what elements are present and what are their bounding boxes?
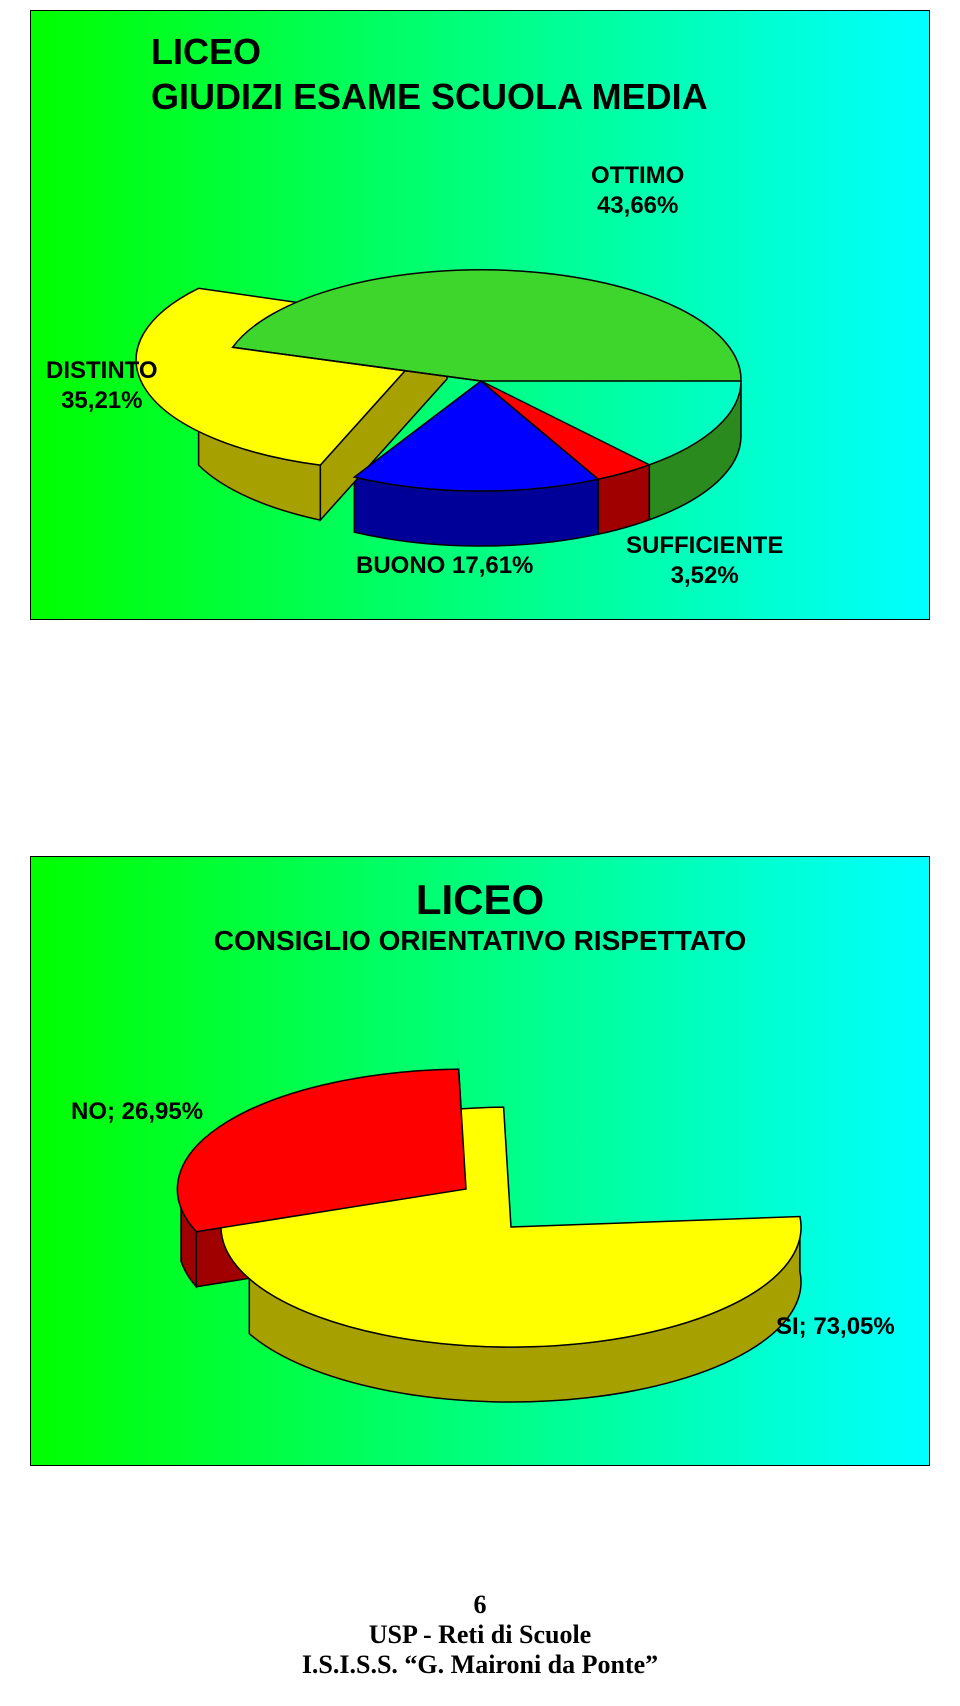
- chart-1-pie: [31, 11, 931, 621]
- page-number: 6: [0, 1590, 960, 1620]
- chart-1-panel: LICEO GIUDIZI ESAME SCUOLA MEDIA OTTIMO …: [30, 10, 930, 620]
- footer-line-2: I.S.I.S.S. “G. Maironi da Ponte”: [0, 1650, 960, 1680]
- ottimo-name: OTTIMO: [591, 162, 684, 189]
- chart-1-label-sufficiente: SUFFICIENTE 3,52%: [626, 531, 783, 591]
- buono-lbl: BUONO 17,61%: [356, 552, 533, 579]
- no-lbl: NO; 26,95%: [71, 1098, 203, 1125]
- chart-2-pie: [31, 857, 931, 1467]
- chart-2-label-si: SI; 73,05%: [776, 1312, 895, 1342]
- suff-name: SUFFICIENTE: [626, 532, 783, 559]
- chart-2-panel: LICEO CONSIGLIO ORIENTATIVO RISPETTATO N…: [30, 856, 930, 1466]
- distinto-name: DISTINTO: [46, 357, 158, 384]
- chart-2-label-no: NO; 26,95%: [71, 1097, 203, 1127]
- suff-pct: 3,52%: [671, 562, 739, 589]
- chart-1-label-buono: BUONO 17,61%: [356, 551, 533, 581]
- si-lbl: SI; 73,05%: [776, 1313, 895, 1340]
- chart-1-label-distinto: DISTINTO 35,21%: [46, 356, 158, 416]
- chart-1-label-ottimo: OTTIMO 43,66%: [591, 161, 684, 221]
- footer-line-1: USP - Reti di Scuole: [0, 1620, 960, 1650]
- page-footer: 6 USP - Reti di Scuole I.S.I.S.S. “G. Ma…: [0, 1590, 960, 1680]
- distinto-pct: 35,21%: [61, 387, 142, 414]
- ottimo-pct: 43,66%: [597, 192, 678, 219]
